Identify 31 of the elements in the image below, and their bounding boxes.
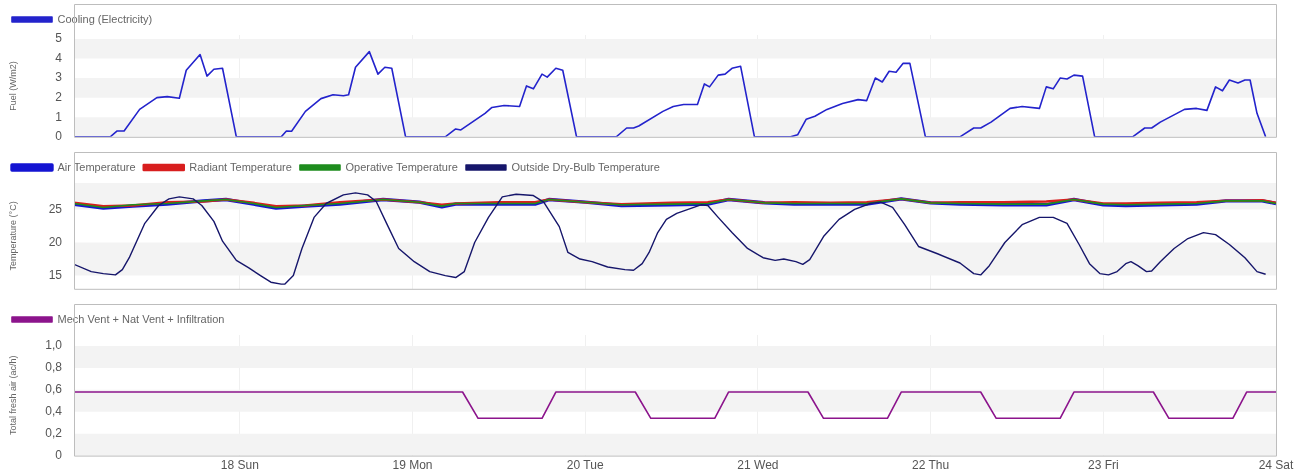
- y-tick-label: 1,0: [45, 338, 63, 353]
- x-tick-label: 21 Wed: [737, 458, 779, 473]
- y-tick-label: 0,2: [45, 425, 63, 440]
- y-tick-label: 0,8: [45, 360, 63, 375]
- legend-label: Outside Dry-Bulb Temperature: [511, 160, 660, 173]
- y-tick-label: 0,6: [45, 382, 63, 397]
- y-tick-label: 5: [55, 31, 63, 46]
- y-tick-label: 20: [48, 234, 63, 249]
- y-axis-title: Temperature (°C): [7, 201, 18, 271]
- x-tick-label: 18 Sun: [220, 458, 259, 473]
- x-tick-label: 22 Thu: [912, 458, 950, 473]
- y-tick-label: 25: [48, 201, 63, 216]
- legend-label: Cooling (Electricity): [57, 12, 153, 25]
- y-tick-label: 2: [55, 89, 63, 104]
- y-tick-label: 1: [55, 109, 63, 124]
- x-tick-label: 24 Sat: [1258, 458, 1295, 473]
- y-tick-label: 0,4: [45, 404, 63, 419]
- y-axis-title: Total fresh air (ac/h): [7, 355, 18, 436]
- legend-label: Radiant Temperature: [189, 160, 292, 173]
- y-tick-label: 0: [55, 129, 63, 144]
- x-tick-label: 23 Fri: [1087, 458, 1119, 473]
- y-tick-label: 4: [55, 50, 63, 65]
- y-axis-title: Fuel (W/m2): [7, 61, 18, 111]
- y-tick-label: 3: [55, 70, 63, 85]
- x-tick-label: 19 Mon: [392, 458, 433, 473]
- legend-label: Air Temperature: [57, 160, 136, 173]
- legend-label: Operative Temperature: [345, 160, 458, 173]
- legend-label: Mech Vent + Nat Vent + Infiltration: [57, 312, 225, 325]
- y-tick-label: 15: [48, 267, 63, 282]
- x-tick-label: 20 Tue: [566, 458, 604, 473]
- y-tick-label: 0: [55, 447, 63, 462]
